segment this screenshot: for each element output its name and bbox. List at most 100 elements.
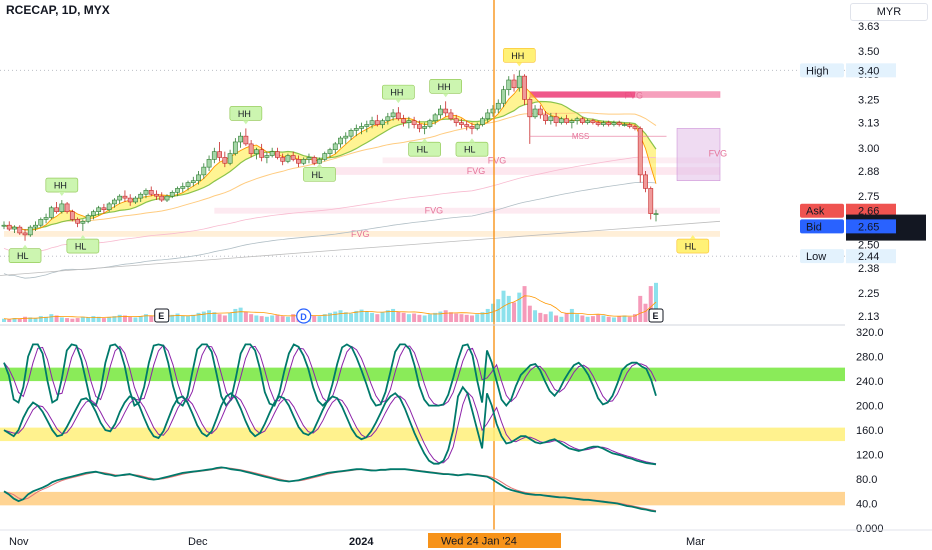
oscillator-main-line — [3, 466, 657, 513]
candle-body — [296, 159, 301, 164]
volume-bar — [12, 318, 17, 322]
volume-bar — [91, 316, 96, 322]
fvg-zone — [319, 167, 720, 175]
volume-bar — [590, 316, 595, 322]
fvg-zone — [382, 157, 720, 164]
price-axis: 3.633.503.383.253.133.002.882.752.632.50… — [800, 0, 932, 550]
candle-body — [380, 120, 385, 125]
candle-body — [411, 120, 417, 125]
volume-bar — [422, 315, 427, 322]
candle-body — [301, 159, 307, 164]
oscillator-pane[interactable] — [0, 324, 845, 513]
structure-label-pointer — [421, 138, 428, 143]
candle-body — [101, 207, 107, 211]
fvg-zone — [4, 231, 720, 237]
volume-bar — [44, 316, 49, 322]
volume-bar — [522, 286, 527, 322]
candle-body — [343, 135, 349, 139]
volume-bar — [28, 317, 33, 322]
candle-body — [364, 124, 370, 127]
candle-body — [232, 141, 238, 154]
candle-body — [590, 120, 596, 123]
low-value-background — [846, 249, 896, 264]
volume-bar — [638, 295, 643, 322]
oscillator-tick-label: 40.0 — [856, 499, 877, 511]
candle-body — [311, 157, 317, 164]
currency-selector[interactable]: MYR — [850, 3, 928, 21]
volume-bar — [533, 310, 538, 322]
oscillator-band — [0, 367, 845, 382]
volume-bar — [401, 312, 406, 322]
candle-body — [322, 153, 328, 160]
volume-bar — [580, 315, 585, 322]
volume-bar — [59, 317, 64, 322]
candle-body — [59, 203, 65, 212]
candle-body — [222, 157, 228, 164]
candle-body — [653, 213, 659, 215]
candle-body — [96, 207, 102, 212]
volume-bar — [207, 310, 212, 322]
candle-body — [464, 124, 470, 127]
earnings-marker[interactable] — [154, 308, 170, 323]
candle-body — [138, 193, 144, 199]
volume-bar — [480, 312, 485, 322]
candle-body — [127, 197, 133, 203]
structure-label-text: HH — [390, 88, 403, 98]
candle-body — [264, 155, 270, 158]
volume-bar — [128, 316, 133, 322]
candle-body — [490, 108, 496, 114]
candle-body — [12, 226, 17, 230]
oscillator-band — [0, 491, 845, 506]
volume-bar — [427, 314, 432, 322]
volume-bar — [191, 314, 196, 322]
dividend-marker[interactable] — [296, 308, 312, 324]
volume-bar — [7, 319, 12, 322]
candle-body — [332, 143, 338, 151]
volume-bar — [317, 316, 322, 322]
time-tick-label: 2024 — [349, 536, 374, 548]
candle-body — [348, 130, 354, 137]
volume-bar — [54, 315, 59, 322]
high-tag-background — [800, 63, 844, 78]
candle-body — [390, 112, 396, 118]
volume-bar — [228, 312, 233, 322]
volume-bar — [322, 314, 327, 322]
price-pane[interactable]: FVGFVGFVGFVGFVGFVGEDEMSSHLHHHLHHHLHHHLHH… — [0, 0, 845, 530]
symbol-title[interactable]: RCECAP, 1D, MYX — [6, 3, 110, 17]
volume-bar — [396, 311, 401, 322]
volume-bar — [596, 314, 601, 322]
earnings-marker[interactable] — [648, 308, 664, 323]
candle-body — [495, 102, 501, 110]
volume-bar — [338, 310, 343, 322]
price-tick-label: 3.50 — [858, 46, 879, 58]
candle-body — [643, 174, 648, 189]
candle-body — [64, 203, 70, 212]
volume-bar — [222, 315, 227, 322]
candle-body — [269, 151, 275, 156]
volume-bar — [454, 313, 459, 322]
price-tick-label: 2.38 — [858, 263, 879, 275]
fvg-zone-core — [529, 91, 635, 98]
volume-bar — [254, 315, 259, 322]
volume-bar — [275, 314, 280, 322]
volume-bar — [133, 317, 138, 322]
candle-body — [27, 226, 33, 236]
volume-bar — [243, 311, 248, 322]
volume-bar — [328, 312, 332, 322]
volume-bar — [506, 295, 511, 322]
candle-body — [558, 118, 564, 123]
price-tick-label: 2.50 — [858, 240, 879, 252]
candle-body — [43, 217, 49, 220]
time-tick-label: Mar — [686, 536, 705, 548]
candle-body — [543, 114, 548, 121]
volume-bar — [364, 311, 369, 322]
volume-bar — [380, 312, 385, 322]
volume-bar — [517, 292, 522, 322]
volume-bar — [375, 314, 380, 322]
candle-body — [122, 195, 128, 199]
volume-bar — [86, 317, 91, 322]
candle-body — [148, 190, 154, 195]
volume-bar — [264, 316, 269, 322]
candle-body — [459, 122, 464, 125]
